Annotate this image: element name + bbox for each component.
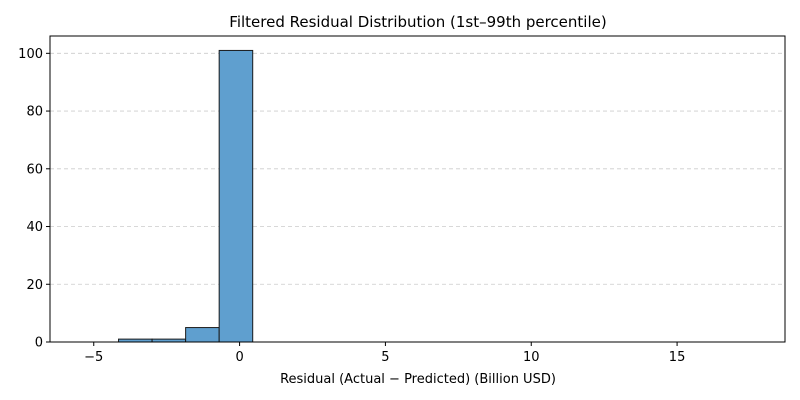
histogram-bar-3 [185, 327, 220, 343]
histogram-bars [118, 49, 254, 343]
y-tick-label-2: 40 [26, 220, 43, 235]
plot-area-frame [49, 35, 786, 343]
x-axis-label: Residual (Actual − Predicted) (Billion U… [280, 372, 556, 387]
histogram-bar-4 [218, 49, 254, 343]
y-tick-label-1: 20 [26, 278, 43, 293]
x-tick-label-1: 0 [235, 350, 243, 365]
y-tick-label-5: 100 [18, 47, 43, 62]
y-tick-label-3: 60 [26, 162, 43, 177]
y-axis-ticks: 0 20 40 60 80 100 [18, 47, 50, 351]
chart-title: Filtered Residual Distribution (1st–99th… [229, 13, 606, 31]
x-axis-ticks: −5 0 5 10 15 [84, 342, 685, 365]
x-tick-label-3: 10 [523, 350, 540, 365]
x-tick-label-0: −5 [84, 350, 103, 365]
y-tick-label-4: 80 [26, 105, 43, 120]
x-tick-label-4: 15 [669, 350, 686, 365]
x-tick-label-2: 5 [381, 350, 389, 365]
y-tick-label-0: 0 [35, 336, 43, 351]
